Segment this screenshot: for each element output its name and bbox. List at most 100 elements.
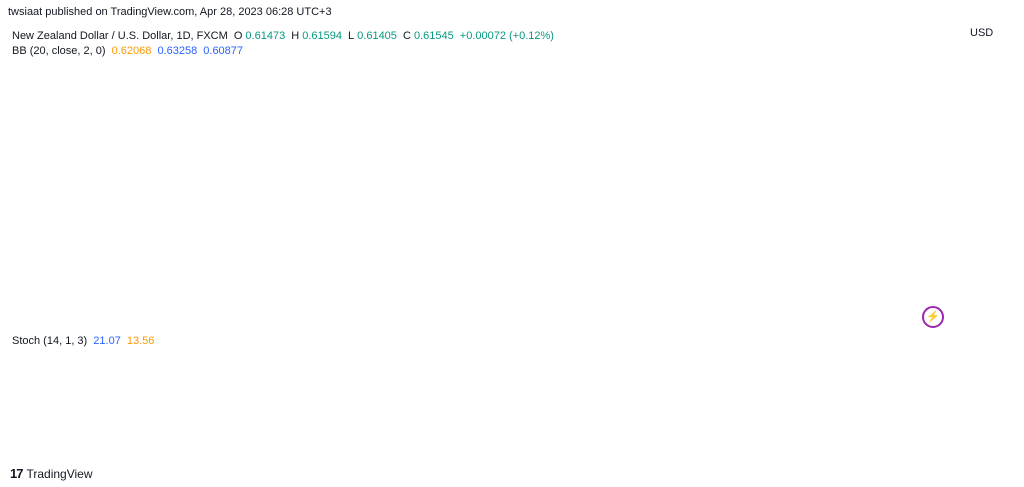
- candle-body: [473, 64, 478, 70]
- candle-body: [38, 259, 42, 265]
- change-value: +0.00072 (+0.12%): [459, 30, 554, 42]
- price-tick-label: 0.63000: [970, 110, 1010, 122]
- candle-body: [883, 155, 888, 158]
- candle-body: [575, 104, 580, 113]
- candle-body: [889, 152, 894, 158]
- candle-body: [447, 67, 452, 73]
- price-tick-label: 0.57000: [970, 270, 1010, 282]
- price-tick-label: 0.62000: [970, 137, 1010, 149]
- candle-body: [838, 112, 843, 142]
- candle-body: [652, 126, 657, 132]
- candle-body: [710, 126, 715, 145]
- candle-body: [646, 126, 651, 134]
- currency-label: USD: [970, 27, 994, 39]
- candle-body: [851, 136, 856, 145]
- stoch-series-line: [7, 340, 911, 420]
- time-tick-label: Dec: [209, 443, 229, 455]
- countdown-value: 17:31:49: [970, 161, 1013, 173]
- candle-body: [210, 86, 215, 100]
- candle-body: [755, 131, 760, 137]
- stoch-tick-label: 80.00: [970, 350, 998, 362]
- candle-body: [806, 110, 811, 124]
- candle-body: [70, 235, 74, 244]
- candle-body: [76, 235, 81, 249]
- last-price-value: 0.61545: [970, 148, 1010, 160]
- candle-body: [12, 280, 17, 286]
- candle-body: [639, 134, 644, 150]
- bb-name[interactable]: BB (20, close, 2, 0): [12, 45, 106, 57]
- candle-body: [550, 104, 555, 113]
- candle-body: [63, 240, 68, 244]
- candle-body: [825, 131, 830, 140]
- price-tick-label: 0.64000: [970, 84, 1010, 96]
- candle-body: [339, 99, 343, 108]
- candle-body: [716, 142, 721, 145]
- candle-body: [422, 75, 427, 94]
- candle-body: [18, 280, 23, 284]
- price-tick-label: 0.60000: [970, 190, 1010, 202]
- bb-lower-line: [8, 110, 911, 320]
- candle-body: [114, 192, 119, 212]
- tradingview-logo-icon: 17: [10, 466, 24, 481]
- candle-body: [403, 86, 407, 89]
- candle-body: [25, 272, 30, 284]
- time-tick-label: 19: [294, 443, 306, 455]
- candle-body: [671, 152, 676, 156]
- stoch-band-fill: [8, 355, 962, 408]
- candle-body: [908, 155, 913, 161]
- candle-body: [351, 102, 356, 121]
- candle-body: [102, 211, 106, 222]
- close-label: C: [402, 30, 411, 42]
- candle-body: [127, 166, 132, 177]
- candle-body: [697, 144, 702, 156]
- last-price-tag: [964, 146, 1022, 175]
- time-tick-label: Mar: [639, 443, 658, 455]
- footer-logo[interactable]: 17 TradingView: [10, 466, 93, 481]
- candle-body: [153, 163, 158, 169]
- candle-body: [800, 110, 804, 116]
- candle-body: [217, 86, 222, 89]
- symbol-title[interactable]: New Zealand Dollar / U.S. Dollar, 1D, FX…: [12, 30, 228, 42]
- candle-body: [486, 59, 491, 65]
- candle-body: [249, 72, 254, 94]
- candle-body: [178, 131, 183, 142]
- candle-body: [876, 147, 881, 156]
- candle-body: [326, 104, 331, 110]
- candle-body: [89, 219, 94, 233]
- candle-body: [50, 243, 55, 249]
- candle-body: [684, 150, 689, 158]
- candle-body: [537, 102, 542, 108]
- candle-body: [281, 83, 286, 89]
- lightning-icon[interactable]: ⚡: [922, 306, 944, 328]
- footer-brand: TradingView: [26, 466, 93, 481]
- candle-body: [268, 67, 273, 76]
- price-legend: New Zealand Dollar / U.S. Dollar, 1D, FX…: [12, 30, 557, 42]
- price-tick-label: 0.58000: [970, 244, 1010, 256]
- candle-body: [479, 64, 484, 70]
- open-label: O: [233, 30, 243, 42]
- bb-fill: [8, 37, 911, 320]
- candle-body: [832, 112, 836, 132]
- stoch-name[interactable]: Stoch (14, 1, 3): [12, 335, 88, 347]
- candle-body: [620, 131, 625, 140]
- bb-basis-value: 0.62068: [111, 45, 152, 57]
- candle-body: [242, 80, 247, 94]
- time-tick-label: Nov: [62, 443, 82, 455]
- candle-body: [31, 264, 36, 273]
- candle-body: [300, 96, 305, 105]
- candle-body: [793, 115, 798, 118]
- candle-body: [780, 126, 785, 129]
- candle-body: [543, 107, 548, 113]
- candle-body: [223, 88, 228, 92]
- candle-body: [146, 163, 151, 169]
- candle-body: [44, 243, 49, 260]
- candle-body: [595, 120, 599, 124]
- candle-body: [57, 240, 62, 249]
- candle-body: [524, 96, 529, 110]
- candle-body: [435, 70, 439, 84]
- candle-body: [812, 123, 817, 134]
- stoch-series-line: [7, 343, 911, 415]
- candle-body: [274, 75, 279, 84]
- candle-body: [319, 110, 324, 118]
